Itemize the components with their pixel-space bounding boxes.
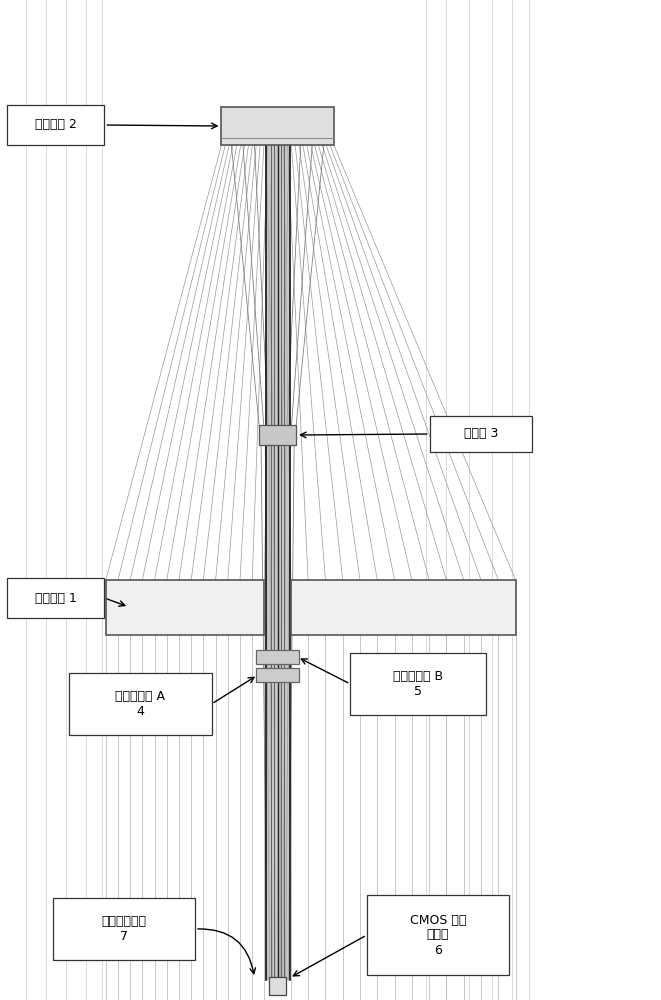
- Text: 主反射镜 1: 主反射镜 1: [34, 591, 77, 604]
- Bar: [221, 107, 334, 145]
- Bar: [256, 650, 299, 664]
- Bar: [53, 898, 195, 960]
- Bar: [367, 895, 509, 975]
- Bar: [430, 416, 532, 452]
- Text: 校正透镜组 A
4: 校正透镜组 A 4: [116, 690, 165, 718]
- Text: 校正透镜组 B
5: 校正透镜组 B 5: [393, 670, 443, 698]
- Bar: [106, 580, 264, 635]
- Bar: [7, 105, 104, 145]
- Bar: [256, 668, 299, 682]
- Bar: [266, 120, 290, 980]
- Bar: [7, 578, 104, 618]
- Bar: [270, 977, 286, 995]
- Bar: [291, 580, 516, 635]
- Text: 解码处理单元
7: 解码处理单元 7: [101, 915, 147, 943]
- Bar: [259, 425, 296, 445]
- Text: CMOS 图像
传感器
6: CMOS 图像 传感器 6: [410, 914, 466, 956]
- Bar: [350, 653, 486, 715]
- Text: 次反射镜 2: 次反射镜 2: [34, 118, 77, 131]
- Bar: [69, 673, 212, 735]
- Text: 相位板 3: 相位板 3: [463, 427, 498, 440]
